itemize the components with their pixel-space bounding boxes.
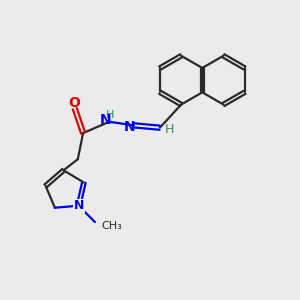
Text: O: O xyxy=(69,96,80,110)
Text: N: N xyxy=(100,113,112,127)
Text: CH₃: CH₃ xyxy=(102,220,122,231)
Text: N: N xyxy=(124,120,136,134)
Text: H: H xyxy=(165,123,174,136)
Text: H: H xyxy=(106,110,115,120)
Text: N: N xyxy=(74,200,84,212)
